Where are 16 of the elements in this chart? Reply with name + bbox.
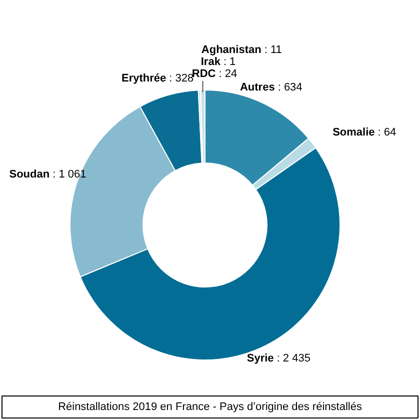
data-label: : 1 061 xyxy=(52,168,86,181)
slice-label: Soudan xyxy=(9,168,50,181)
data-label: : 634 xyxy=(278,81,302,94)
slice-label: Irak xyxy=(200,56,222,68)
slice-label: Somalie xyxy=(332,126,375,139)
slice-label: Autres xyxy=(240,81,275,94)
data-label: : 11 xyxy=(264,44,282,56)
data-label: : 24 xyxy=(218,68,238,80)
slice-label: Aghanistan xyxy=(201,44,262,56)
data-label: : 328 xyxy=(169,72,194,85)
slice-label: Erythrée xyxy=(121,72,166,85)
data-label: : 64 xyxy=(378,126,396,139)
slice-label: Syrie xyxy=(246,352,274,364)
text: Réinstallations 2019 en France - Pays d’origine des réinstallés xyxy=(58,401,362,413)
data-label: : 1 xyxy=(223,56,236,68)
data-label: : 2 435 xyxy=(276,352,310,364)
